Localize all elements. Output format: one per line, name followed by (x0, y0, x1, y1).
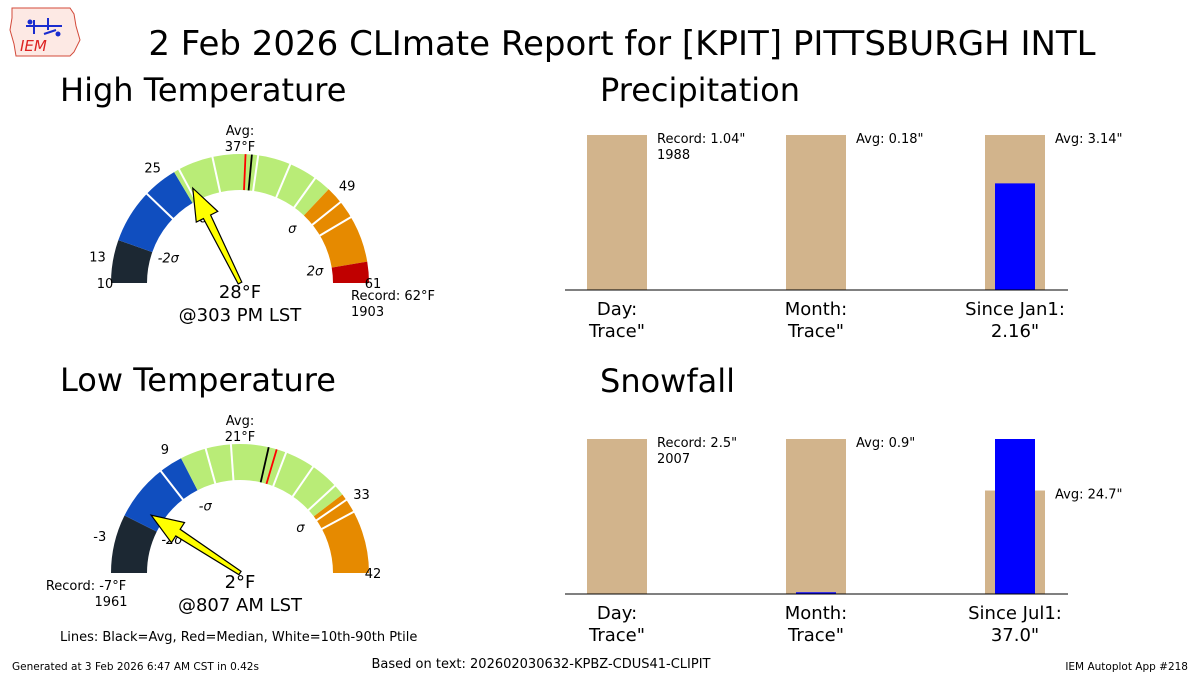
average-line (247, 154, 253, 191)
gauge-tick-label: 25 (144, 161, 161, 176)
gauge-band (331, 261, 369, 283)
avg-label: Avg: (226, 124, 254, 139)
reference-bar (786, 439, 846, 594)
category-label: Since Jul1: (968, 603, 1062, 624)
avg-value-label: 21°F (225, 430, 256, 445)
category-label: Day: (597, 603, 637, 624)
category-label: Day: (597, 299, 637, 320)
gauge-band (118, 172, 193, 253)
percentile-line (204, 447, 217, 485)
observed-time-label: @807 AM LST (178, 595, 303, 616)
panel-title-snow: Snowfall (600, 362, 735, 400)
record-label: Record: -7°F (46, 579, 126, 594)
footer-generated: Generated at 3 Feb 2026 6:47 AM CST in 0… (12, 661, 259, 673)
panel-title-high: High Temperature (60, 71, 346, 109)
observed-time-label: @303 PM LST (179, 305, 303, 326)
percentile-line (311, 200, 342, 227)
percentile-line (318, 215, 353, 237)
reference-bar (786, 135, 846, 290)
gauge-band (313, 494, 369, 573)
observed-bar (995, 439, 1035, 594)
observed-pointer-arrow (191, 186, 243, 285)
observed-value-label: 2.16" (991, 321, 1039, 342)
percentile-line (292, 176, 317, 209)
reference-value-label: Avg: 0.18" (856, 132, 924, 147)
percentile-line (211, 155, 222, 194)
category-label: Month: (785, 603, 847, 624)
median-line (243, 154, 247, 191)
reference-bar (587, 135, 647, 290)
sigma-label: -σ (199, 499, 213, 514)
avg-value-label: 37°F (225, 140, 256, 155)
gauge-tick-label: 9 (161, 443, 169, 458)
percentile-line (291, 465, 315, 498)
footer-based-on: Based on text: 202602030632-KPBZ-CDUS41-… (372, 657, 711, 672)
panel-title-low: Low Temperature (60, 361, 336, 399)
gauge-tick-label: -3 (93, 530, 106, 545)
percentile-line (229, 443, 235, 482)
reference-bar (587, 439, 647, 594)
observed-value-label: 2°F (225, 572, 256, 593)
lines-legend-note: Lines: Black=Avg, Red=Median, White=10th… (60, 630, 417, 645)
reference-year-label: 2007 (657, 452, 690, 467)
gauge-tick-label: 10 (97, 277, 114, 292)
reference-value-label: Record: 1.04" (657, 132, 745, 147)
reference-value-label: Avg: 3.14" (1055, 132, 1123, 147)
percentile-line (271, 451, 288, 488)
percentile-line (315, 498, 348, 522)
observed-value-label: Trace" (787, 321, 844, 342)
gauge-tick-label: 49 (339, 179, 356, 194)
sigma-label: 2σ (307, 264, 324, 279)
observed-pointer-arrow (149, 514, 242, 576)
sigma-label: σ (288, 222, 297, 237)
avg-label: Avg: (226, 414, 254, 429)
reference-year-label: 1988 (657, 148, 690, 163)
gauge-tick-label: 13 (89, 250, 106, 265)
category-label: Since Jan1: (965, 299, 1065, 320)
observed-bar (995, 183, 1035, 290)
page-title: 2 Feb 2026 CLImate Report for [KPIT] PIT… (148, 24, 1095, 64)
gauge-band (111, 240, 153, 283)
gauge-band (303, 189, 368, 268)
observed-value-label: 28°F (219, 282, 261, 303)
record-year-label: 1903 (351, 305, 384, 320)
reference-value-label: Record: 2.5" (657, 436, 737, 451)
observed-bar (796, 592, 836, 594)
median-line (265, 449, 278, 485)
gauge-tick-label: 33 (353, 488, 370, 503)
observed-value-label: 37.0" (991, 625, 1039, 646)
gauge-band (111, 515, 157, 573)
record-year-label: 1961 (94, 595, 127, 610)
sigma-label: -2σ (158, 252, 180, 267)
percentile-line (307, 484, 337, 512)
percentile-line (320, 510, 355, 531)
average-line (259, 447, 270, 483)
observed-value-label: Trace" (588, 321, 645, 342)
observed-value-label: Trace" (787, 625, 844, 646)
iem-logo-icon: IEM (9, 7, 81, 57)
record-label: Record: 62°F (351, 289, 435, 304)
reference-value-label: Avg: 24.7" (1055, 488, 1123, 503)
percentile-line (252, 154, 260, 193)
gauge-band (174, 153, 329, 216)
percentile-line (159, 469, 185, 501)
percentile-line (274, 162, 292, 199)
sigma-label: σ (296, 521, 305, 536)
footer-app: IEM Autoplot App #218 (1065, 661, 1188, 673)
category-label: Month: (785, 299, 847, 320)
panel-title-precip: Precipitation (600, 71, 800, 109)
iem-logo-text: IEM (20, 37, 47, 55)
gauge-band (124, 458, 198, 532)
reference-value-label: Avg: 0.9" (856, 436, 915, 451)
gauge-tick-label: 42 (365, 567, 382, 582)
observed-value-label: Trace" (588, 625, 645, 646)
percentile-line (145, 192, 175, 221)
gauge-tick-label: 61 (365, 277, 382, 292)
